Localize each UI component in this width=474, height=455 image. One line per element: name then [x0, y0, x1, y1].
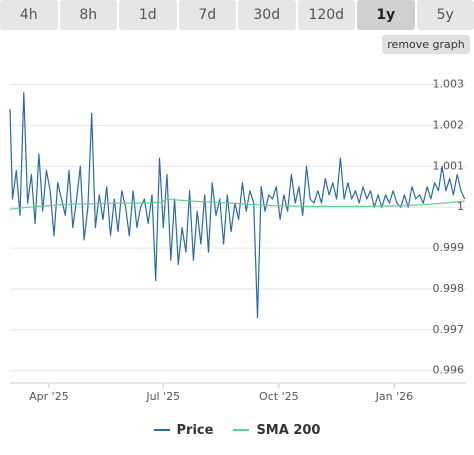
range-tab-120d[interactable]: 120d	[297, 0, 355, 30]
x-tick-label: Jul '25	[145, 390, 180, 403]
chart-legend: Price SMA 200	[0, 420, 474, 440]
legend-label-price: Price	[176, 422, 214, 438]
y-tick-label: 0.997	[433, 323, 465, 336]
grid-lines	[10, 84, 466, 372]
y-tick-label: 1.001	[433, 159, 465, 172]
x-tick-label: Jan '26	[375, 390, 413, 403]
y-axis-labels: 0.996 0.997 0.998 0.999 1 1.001 1.002 1.003	[433, 78, 465, 377]
y-tick-label: 1	[457, 200, 464, 213]
legend-swatch-sma-200	[233, 429, 250, 431]
range-tab-8h[interactable]: 8h	[59, 0, 117, 30]
chart-series	[9, 92, 466, 319]
time-range-tabs: 4h 8h 1d 7d 30d 120d 1y 5y	[0, 0, 474, 30]
legend-swatch-price	[153, 429, 170, 431]
x-axis-labels: Apr '25 Jul '25 Oct '25 Jan '26	[29, 390, 413, 403]
y-tick-label: 0.998	[433, 282, 465, 295]
x-tick-label: Oct '25	[259, 390, 299, 403]
y-tick-label: 0.999	[433, 241, 465, 254]
price-line	[9, 92, 466, 319]
y-tick-label: 1.002	[433, 118, 465, 131]
remove-graph-button[interactable]: remove graph	[382, 35, 470, 54]
range-tab-5y[interactable]: 5y	[416, 0, 474, 30]
sma-200-line	[9, 198, 465, 210]
range-tab-1y[interactable]: 1y	[357, 0, 415, 30]
range-tab-7d[interactable]: 7d	[178, 0, 236, 30]
y-tick-label: 0.996	[433, 364, 465, 377]
y-tick-label: 1.003	[433, 78, 465, 91]
x-tick-label: Apr '25	[29, 390, 69, 403]
legend-item-sma-200[interactable]: SMA 200	[233, 423, 320, 438]
x-axis	[10, 382, 466, 388]
legend-item-price[interactable]: Price	[153, 422, 214, 438]
legend-label-sma-200: SMA 200	[256, 422, 321, 438]
range-tab-30d[interactable]: 30d	[238, 0, 296, 30]
range-tab-4h[interactable]: 4h	[0, 0, 58, 30]
range-tab-1d[interactable]: 1d	[119, 0, 177, 30]
